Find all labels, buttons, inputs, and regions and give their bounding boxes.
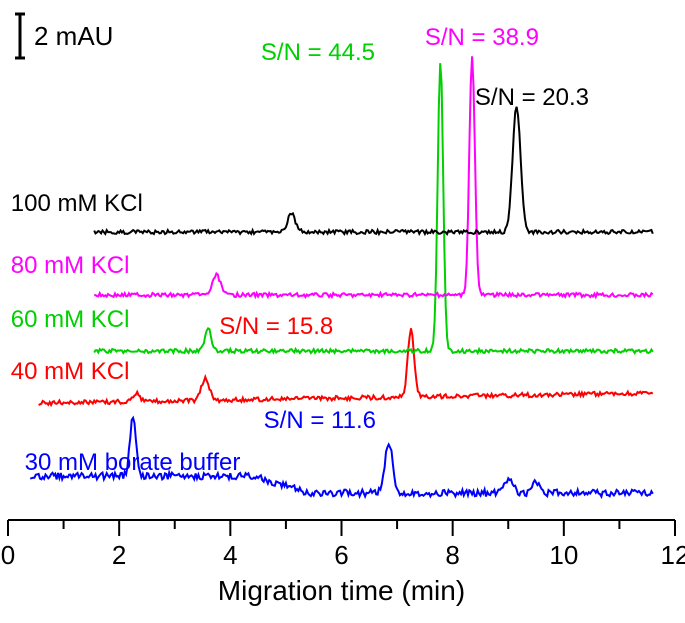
- trace-label: 40 mM KCl: [11, 358, 130, 385]
- trace-40-mm-kcl: [39, 328, 653, 405]
- x-tick-label: 6: [334, 540, 348, 570]
- x-tick-label: 2: [112, 540, 126, 570]
- x-tick-label: 10: [549, 540, 578, 570]
- trace-label: 60 mM KCl: [11, 306, 130, 333]
- x-tick-label: 8: [445, 540, 459, 570]
- sn-label: S/N = 20.3: [475, 84, 589, 111]
- trace-label: 30 mM borate buffer: [25, 449, 241, 476]
- trace-100-mm-kcl: [94, 107, 653, 234]
- x-tick-label: 0: [1, 540, 15, 570]
- sn-label: S/N = 44.5: [261, 39, 375, 66]
- trace-label: 80 mM KCl: [11, 252, 130, 279]
- sn-label: S/N = 11.6: [264, 407, 376, 434]
- x-axis-label: Migration time (min): [218, 575, 465, 606]
- sn-label: S/N = 15.8: [219, 313, 333, 340]
- x-tick-label: 12: [661, 540, 685, 570]
- sn-label: S/N = 38.9: [425, 24, 539, 51]
- scale-bar-label: 2 mAU: [34, 21, 113, 51]
- trace-label: 100 mM KCl: [11, 190, 143, 217]
- x-tick-label: 4: [223, 540, 237, 570]
- electropherogram-figure: 30 mM borate buffer S/N = 11.6 40 mM KCl S/…: [0, 0, 685, 623]
